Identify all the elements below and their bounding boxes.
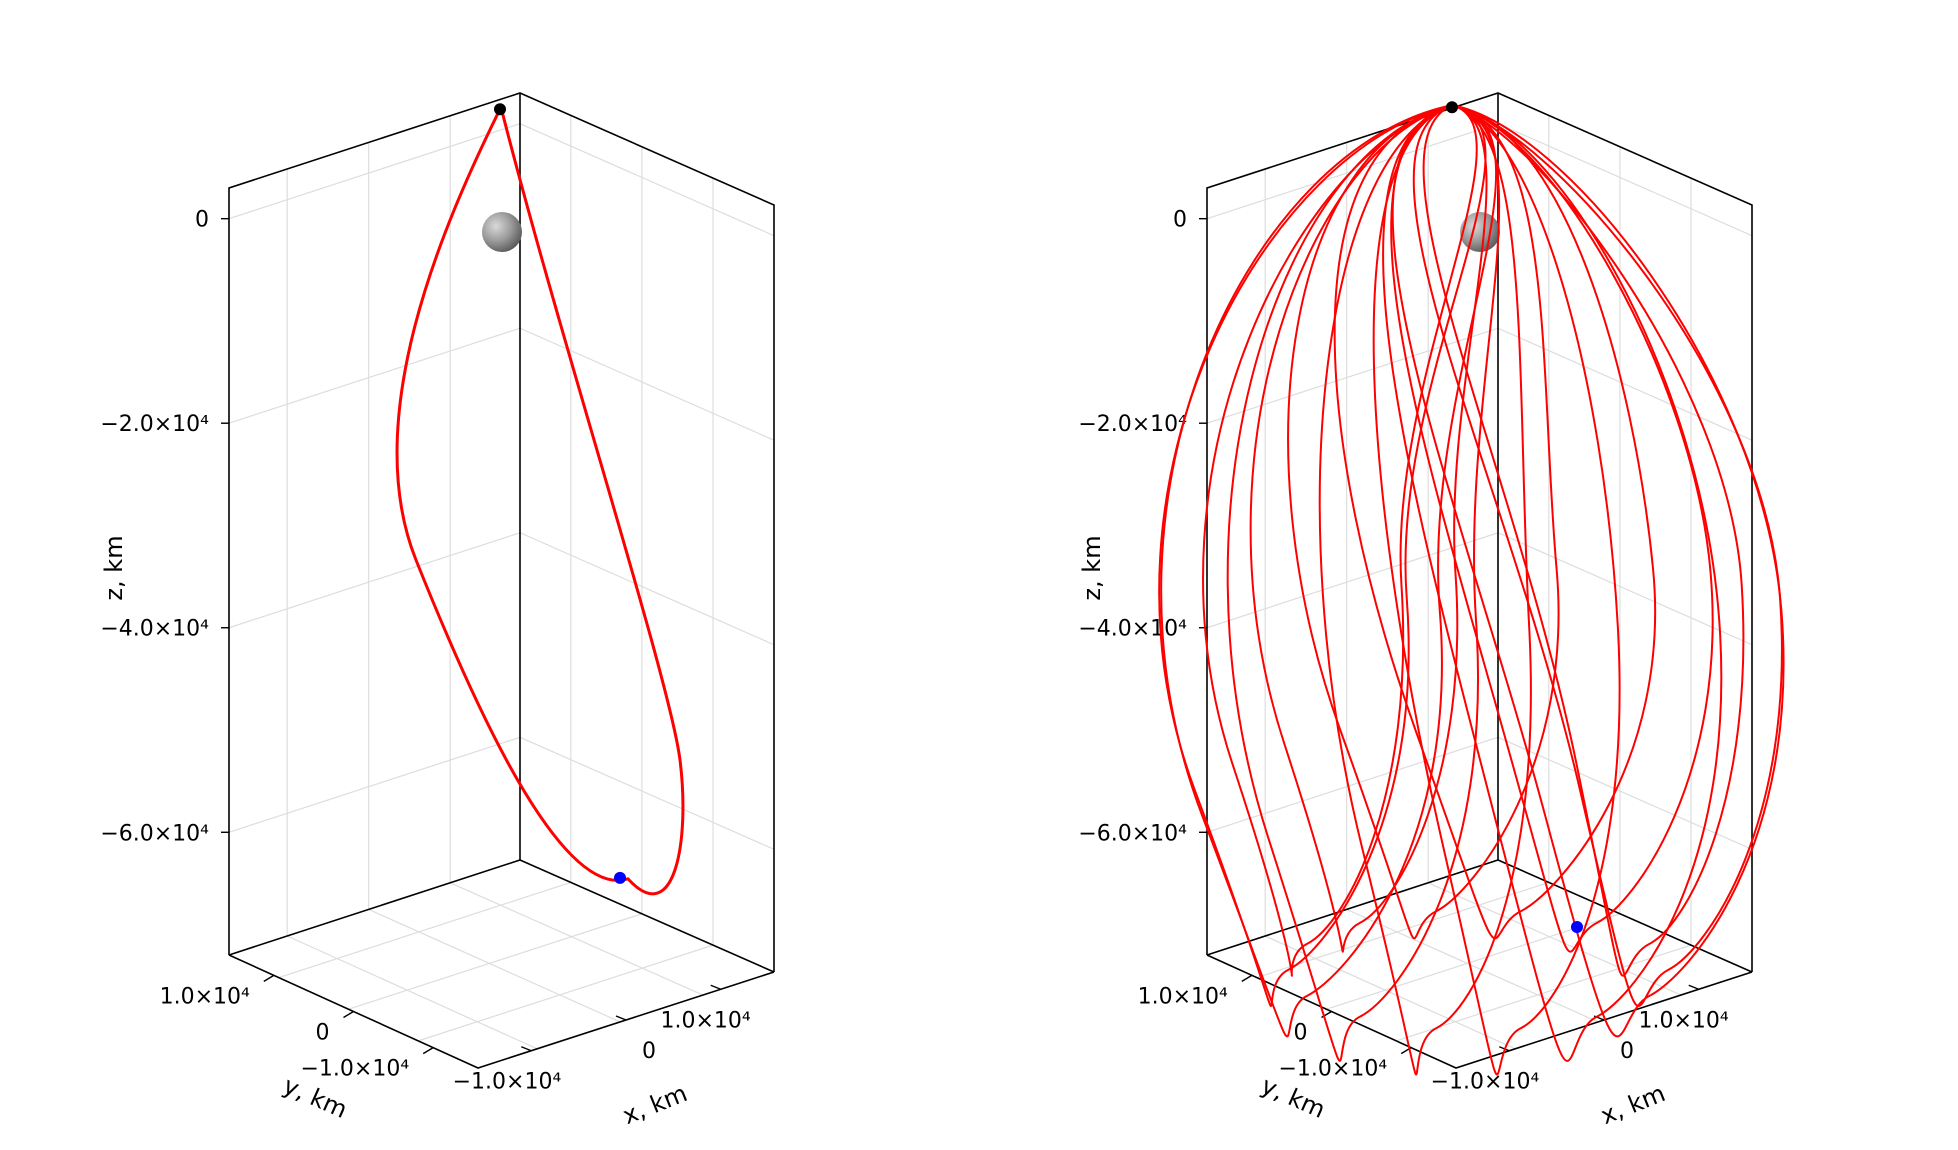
trajectory-line [1372,104,1621,1076]
floor-gridline [286,935,538,1050]
y-tick-label: 0 [316,1021,330,1046]
x-tick-label: 0 [1620,1039,1634,1064]
x-tick-mark [710,984,721,990]
z-gridline [228,736,775,850]
marker-end [1571,921,1583,933]
z-tick-label: −6.0×10⁴ [100,821,209,846]
x-tick-mark [521,1046,532,1052]
y-tick-label: 1.0×10⁴ [1138,984,1228,1009]
x-tick-label: −1.0×10⁴ [453,1070,562,1095]
x-tick-mark [1688,984,1699,990]
z-gridline [228,327,775,441]
floor-gridline [278,881,571,979]
floor-gridline [418,944,714,1042]
x-tick-mark [615,1015,627,1021]
trajectory-line [1382,104,1723,1062]
marker-start [494,103,506,116]
z-tick-label: 0 [1173,208,1187,233]
z-tick-label: −2.0×10⁴ [1078,412,1187,437]
trajectory-line [1391,104,1785,1038]
y-tick-mark [1241,974,1253,982]
floor-gridline [348,913,643,1010]
floor-gridline [1396,944,1692,1042]
floor-gridline [1346,908,1599,1023]
y-tick-mark [343,1010,354,1019]
z-axis-label: z, km [1078,535,1106,600]
floor-gridline [1256,881,1549,979]
y-tick-label: −1.0×10⁴ [301,1057,410,1082]
marker-start [1446,101,1458,114]
axis-frame-floor [1206,859,1753,973]
z-tick-label: −2.0×10⁴ [100,412,209,437]
x-tick-label: 1.0×10⁴ [660,1008,750,1033]
central-body [482,212,522,252]
trajectory-line [1287,104,1560,940]
trajectory-line [1226,104,1501,1062]
floor-gridline [449,882,704,996]
y-tick-mark [263,974,275,982]
z-gridline [228,532,775,646]
axis-frame-front [1206,954,1753,1069]
trajectory-line [1390,104,1714,953]
marker-end [614,871,626,884]
x-tick-label: −1.0×10⁴ [1431,1070,1540,1095]
floor-gridline [368,908,621,1023]
x-tick-label: 1.0×10⁴ [1638,1008,1728,1033]
trajectory-line [1422,104,1745,977]
z-tick-label: −6.0×10⁴ [1078,821,1187,846]
z-tick-label: −4.0×10⁴ [100,617,209,642]
x-tick-label: 0 [642,1039,656,1064]
trajectory-line [1202,104,1478,977]
trajectory-line [1318,104,1532,1076]
trajectory-line [1412,104,1783,1007]
y-tick-label: 0 [1294,1021,1308,1046]
trajectory-line [1249,104,1488,953]
z-tick-label: −4.0×10⁴ [1078,617,1187,642]
x-axis-label: x, km [1597,1079,1669,1130]
z-axis-label: z, km [100,535,128,600]
y-tick-label: 1.0×10⁴ [160,984,250,1009]
y-tick-mark [422,1047,434,1055]
y-tick-label: −1.0×10⁴ [1279,1057,1388,1082]
axis-frame-front [228,954,775,1069]
axis-frame-floor [228,859,775,973]
z-tick-label: 0 [195,208,209,233]
trajectory-line [1160,104,1497,1038]
trajectory-line [1333,104,1657,940]
trajectory-line [1158,104,1487,1007]
floor-gridline [1427,882,1682,996]
floor-gridline [1326,913,1621,1010]
trajectory-line [395,102,685,896]
x-axis-label: x, km [619,1079,691,1130]
